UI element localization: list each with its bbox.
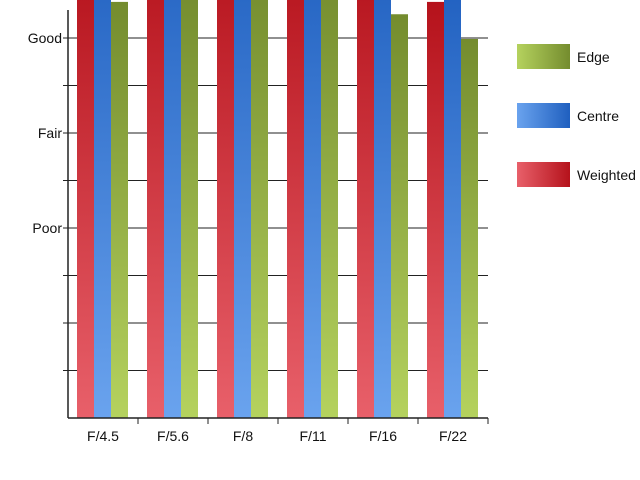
bar-centre-2 bbox=[234, 0, 251, 418]
legend-label-weighted: Weighted bbox=[577, 167, 636, 183]
bar-edge-5 bbox=[461, 38, 478, 418]
bar-centre-5 bbox=[444, 0, 461, 418]
bar-centre-1 bbox=[164, 0, 181, 419]
legend-label-edge: Edge bbox=[577, 49, 610, 65]
y-tick-label: Good bbox=[28, 30, 62, 46]
bar-edge-1 bbox=[181, 0, 198, 419]
bar-centre-4 bbox=[374, 0, 391, 418]
bar-weighted-0 bbox=[77, 0, 94, 418]
legend-swatch-edge bbox=[517, 44, 570, 69]
bar-weighted-3 bbox=[287, 0, 304, 418]
legend: Edge Centre Weighted bbox=[517, 44, 636, 187]
y-tick-labels: PoorFairGoodExcellent bbox=[28, 30, 63, 236]
x-tick-labels: F/4.5 F/5.6 F/8 F/11 F/16 F/22 bbox=[87, 428, 467, 444]
legend-swatch-centre bbox=[517, 103, 570, 128]
x-tick-label: F/4.5 bbox=[87, 428, 119, 444]
bar-centre-0 bbox=[94, 0, 111, 418]
bar-edge-3 bbox=[321, 0, 338, 418]
bar-weighted-1 bbox=[147, 0, 164, 418]
bar-edge-2 bbox=[251, 0, 268, 419]
x-tick-label: F/11 bbox=[300, 428, 327, 444]
x-tick-label: F/22 bbox=[439, 428, 467, 444]
bar-weighted-2 bbox=[217, 0, 234, 418]
grid-lines bbox=[63, 37, 488, 371]
axes bbox=[67, 10, 489, 424]
bar-weighted-5 bbox=[427, 1, 444, 419]
y-tick-label: Fair bbox=[38, 125, 62, 141]
x-tick-label: F/8 bbox=[233, 428, 253, 444]
legend-swatch-weighted bbox=[517, 162, 570, 187]
y-tick-label: Poor bbox=[32, 220, 62, 236]
bar-weighted-4 bbox=[357, 0, 374, 418]
bar-edge-0 bbox=[111, 1, 128, 419]
bar-centre-3 bbox=[304, 0, 321, 418]
bar-edge-4 bbox=[391, 14, 408, 418]
bars bbox=[77, 0, 478, 419]
legend-label-centre: Centre bbox=[577, 108, 619, 124]
x-tick-label: F/5.6 bbox=[157, 428, 189, 444]
x-tick-label: F/16 bbox=[369, 428, 397, 444]
